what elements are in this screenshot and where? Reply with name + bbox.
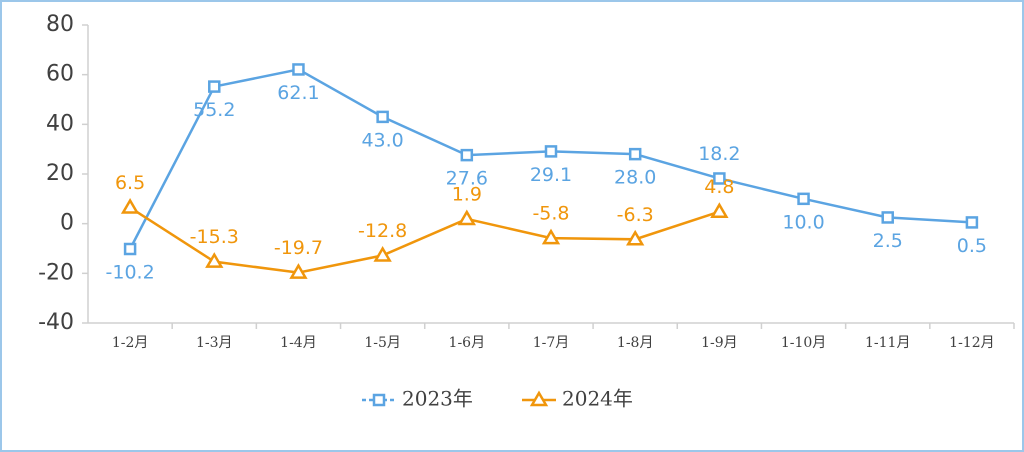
point: [628, 147, 642, 161]
y-tick-label: 80: [46, 12, 74, 37]
point: [460, 148, 474, 162]
data-label: 4.8: [704, 176, 734, 198]
y-tick-label: 40: [46, 111, 74, 136]
data-label: 10.0: [782, 211, 824, 233]
x-tick-label: 1-12月: [949, 335, 994, 351]
y-tick-label: 0: [60, 211, 74, 236]
point: [208, 80, 221, 93]
x-tick-label: 1-9月: [701, 335, 738, 351]
x-tick-label: 1-4月: [280, 335, 317, 351]
point: [713, 172, 726, 185]
data-label: 55.2: [193, 99, 235, 121]
point: [710, 202, 729, 218]
y-tick-label: -20: [38, 260, 74, 285]
data-label: 18.2: [698, 143, 740, 165]
point: [457, 209, 476, 226]
data-label: 28.0: [614, 167, 656, 189]
y-tick-label: -40: [38, 310, 74, 335]
x-tick-label: 1-10月: [781, 335, 826, 351]
legend-label: 2024年: [562, 387, 633, 411]
legend-marker: [529, 390, 549, 407]
data-label: 43.0: [361, 129, 403, 151]
data-label: -12.8: [358, 220, 407, 242]
point: [123, 242, 137, 256]
x-tick-label: 1-8月: [617, 335, 654, 351]
x-tick-label: 1-11月: [865, 335, 910, 351]
x-tick-label: 1-2月: [112, 335, 149, 351]
point: [120, 198, 140, 214]
x-tick-label: 1-5月: [364, 335, 401, 351]
point: [541, 228, 561, 245]
point: [205, 252, 224, 268]
point: [626, 229, 645, 246]
data-label: -10.2: [106, 261, 155, 283]
data-label: 27.6: [446, 168, 488, 190]
point: [965, 216, 979, 229]
data-label: 1.9: [452, 183, 482, 205]
data-label: -15.3: [190, 226, 239, 248]
x-tick-label: 1-6月: [449, 335, 486, 351]
point: [376, 110, 389, 124]
point: [544, 145, 558, 158]
x-tick-label: 1-7月: [533, 335, 570, 351]
data-label: 29.1: [530, 164, 572, 186]
data-label: 62.1: [277, 82, 319, 104]
point: [881, 211, 894, 224]
data-label: 2.5: [873, 230, 903, 252]
legend-label: 2023年: [402, 387, 473, 411]
data-label: -5.8: [532, 203, 569, 225]
series-line: [129, 206, 720, 274]
data-label: 0.5: [957, 235, 987, 257]
point: [289, 263, 308, 279]
legend-marker: [372, 393, 386, 407]
x-tick-label: 1-3月: [196, 335, 233, 351]
data-label: -19.7: [274, 237, 323, 259]
point: [373, 245, 392, 262]
data-label: 6.5: [115, 172, 145, 194]
point: [292, 63, 305, 76]
y-tick-label: 20: [46, 161, 74, 186]
y-tick-label: 60: [46, 62, 74, 87]
point: [797, 192, 810, 206]
data-label: -6.3: [617, 204, 654, 226]
